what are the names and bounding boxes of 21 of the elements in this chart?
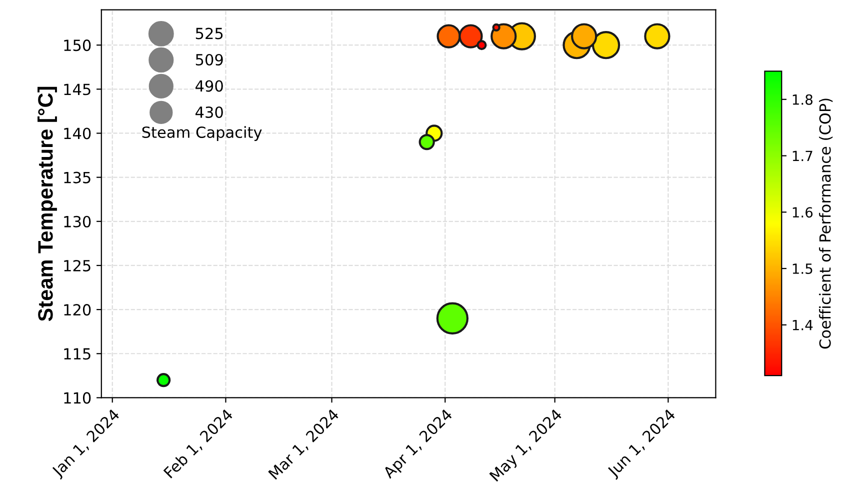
- y-axis-title: Steam Temperature [°C]: [38, 86, 57, 322]
- y-tick-label: 150: [64, 40, 91, 52]
- legend-label: 430: [196, 106, 223, 118]
- legend-title: Steam Capacity: [142, 126, 262, 141]
- y-tick-label: 130: [64, 216, 91, 228]
- color-bar-label: 1.6: [792, 207, 813, 218]
- color-bar-label: 1.8: [792, 94, 812, 105]
- y-tick-label: 110: [64, 392, 91, 404]
- color-bar-title: Coefficient of Performance (COP): [818, 98, 833, 349]
- y-tick-label: 125: [64, 260, 90, 272]
- y-tick-label: 115: [64, 348, 90, 360]
- color-bar-label: 1.7: [792, 150, 812, 162]
- y-tick-label: 145: [64, 84, 90, 96]
- color-bar-label: 1.4: [792, 320, 813, 330]
- y-tick-label: 140: [64, 128, 91, 140]
- color-bar-label: 1.5: [792, 264, 812, 274]
- legend-label: 525: [196, 28, 223, 40]
- legend-label: 490: [196, 80, 223, 92]
- legend-label: 509: [196, 54, 223, 66]
- y-tick-label: 120: [64, 304, 91, 316]
- y-tick-label: 135: [64, 172, 90, 184]
